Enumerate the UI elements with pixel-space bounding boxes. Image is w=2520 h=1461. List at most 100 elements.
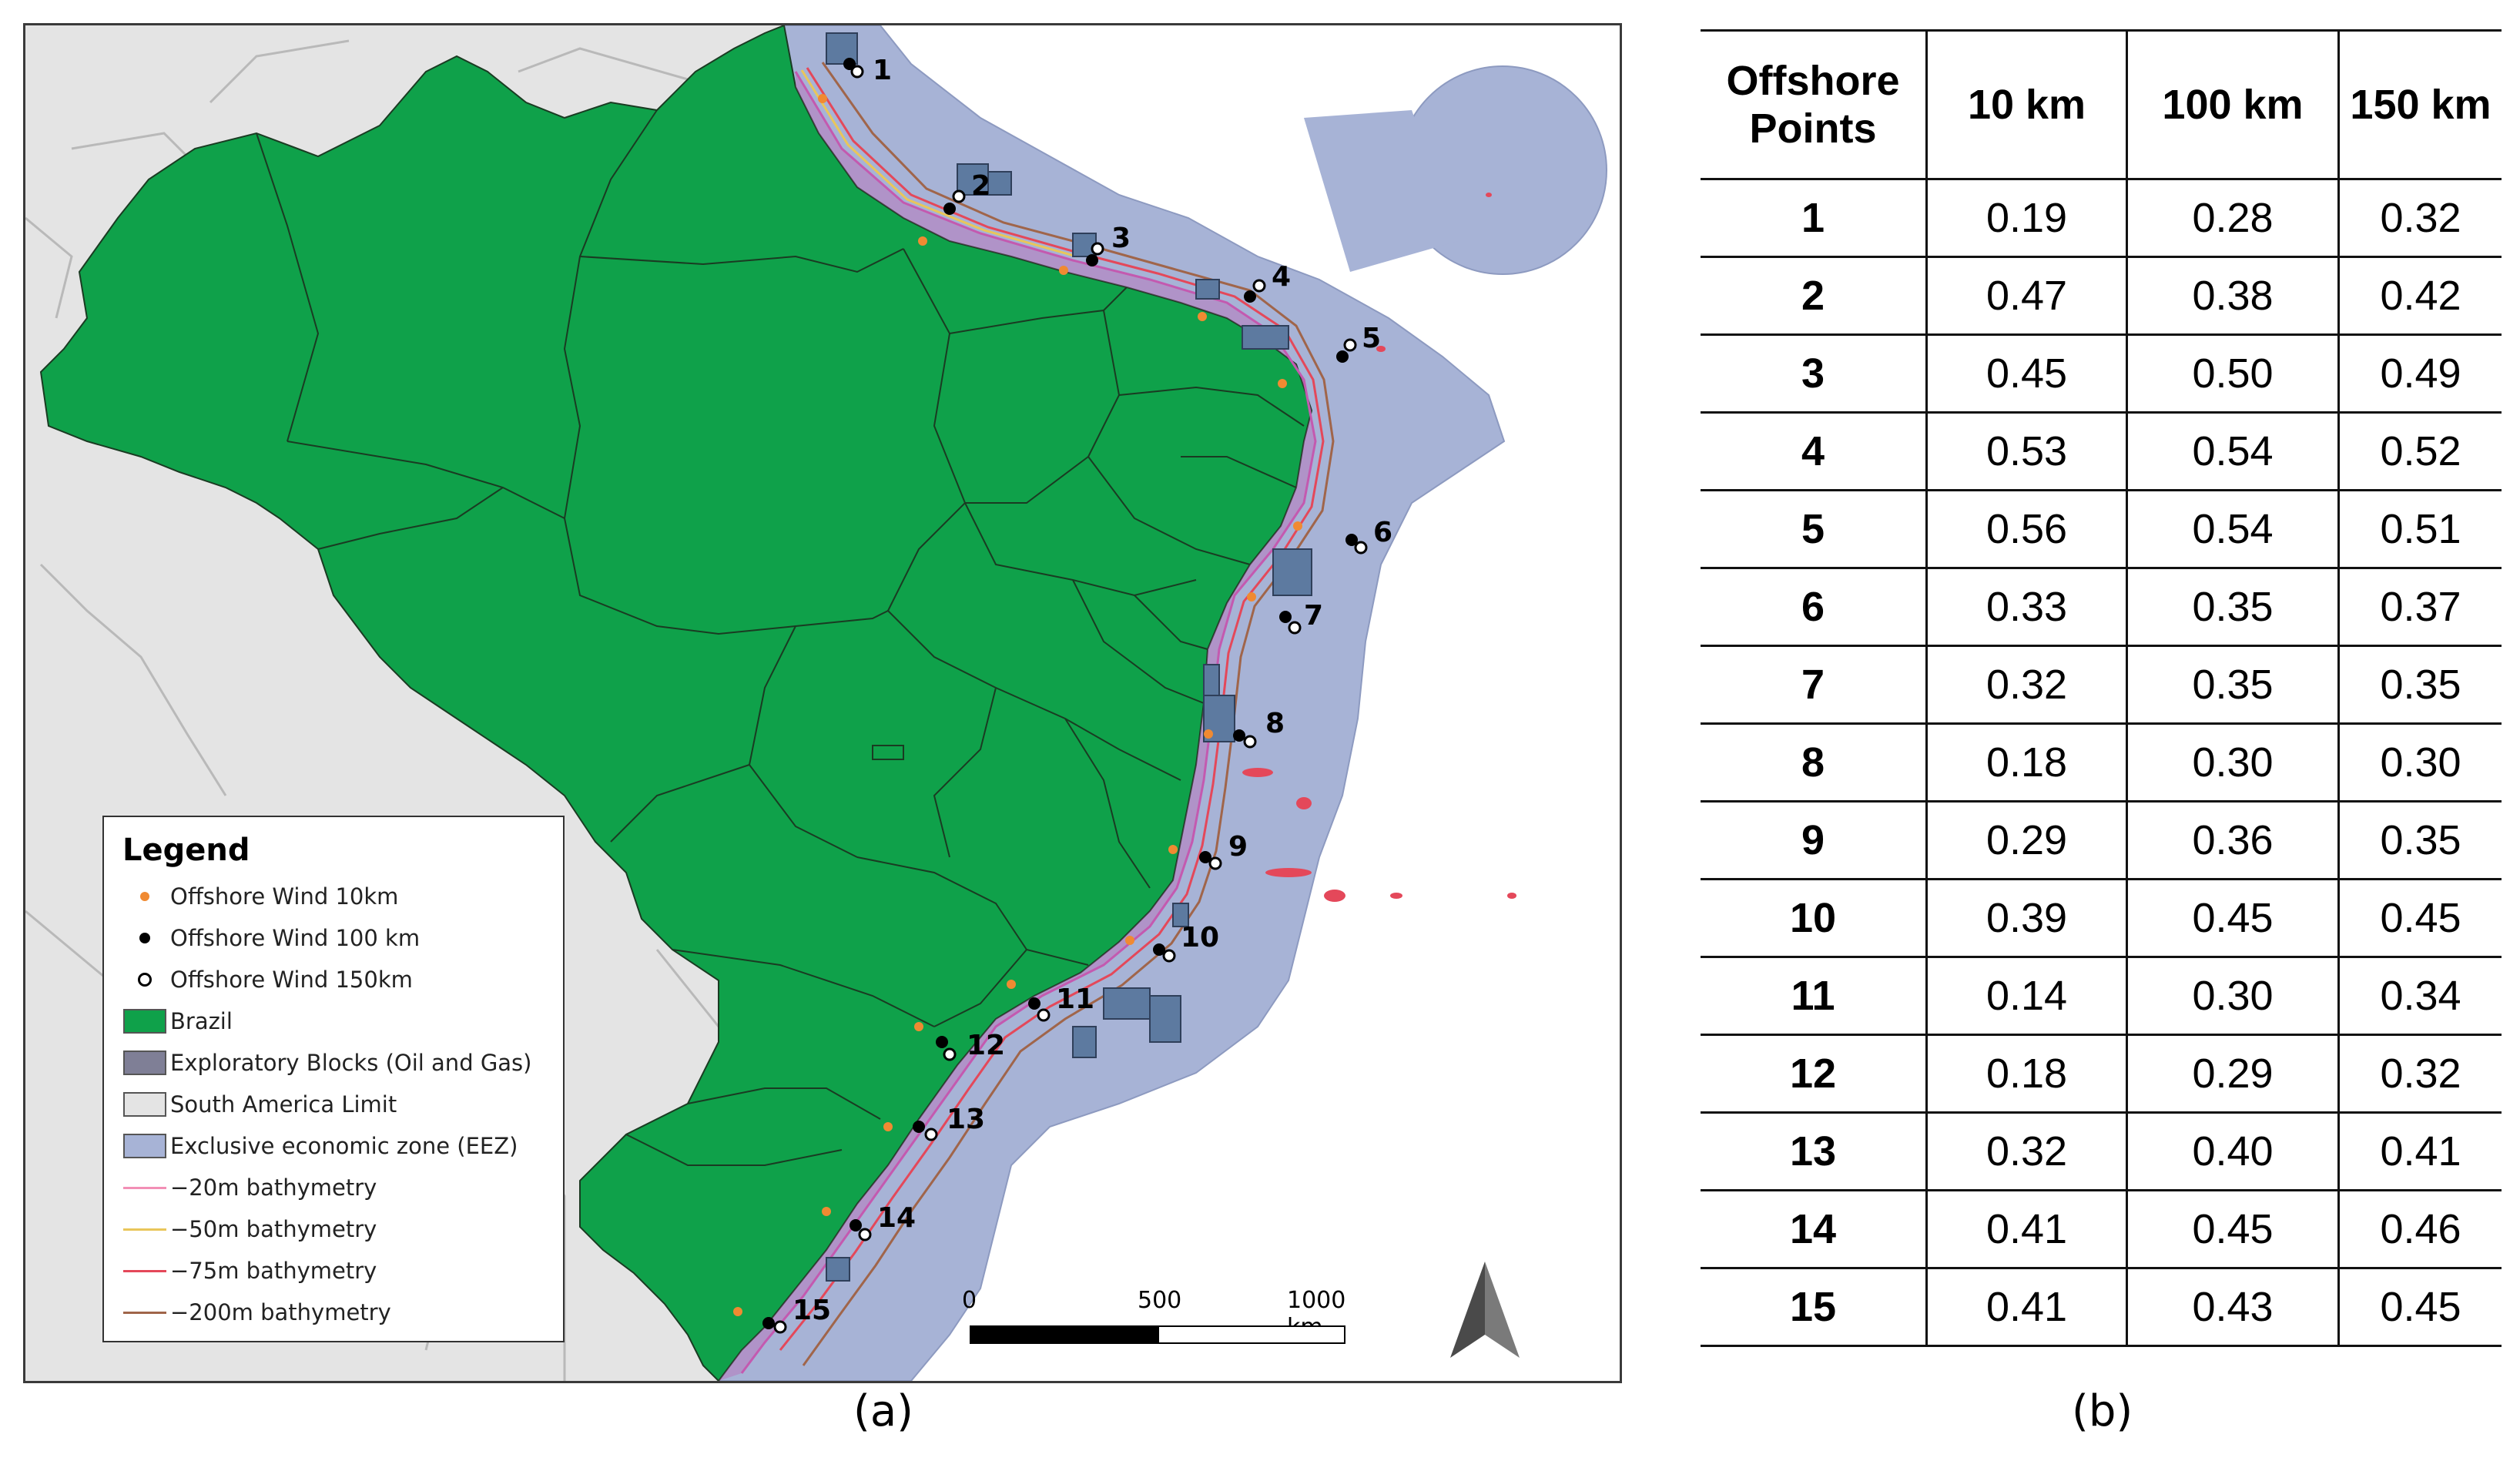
table-cell-value: 0.34 xyxy=(2337,956,2502,1036)
offshore-point-label: 1 xyxy=(873,55,892,86)
offshore-point-150km xyxy=(1343,338,1357,352)
offshore-point-label: 11 xyxy=(1056,983,1094,1015)
north-arrow-icon xyxy=(1450,1262,1520,1358)
table-row: 1 0.19 0.28 0.32 xyxy=(1701,178,2502,258)
table-cell-value: 0.52 xyxy=(2337,411,2502,491)
table-row: 13 0.32 0.40 0.41 xyxy=(1701,1111,2502,1191)
table-cell-value: 0.29 xyxy=(2126,1034,2340,1114)
table-cell-value: 0.18 xyxy=(1925,722,2128,803)
table-cell-value: 0.28 xyxy=(2126,178,2340,258)
offshore-point-150km xyxy=(1354,541,1368,555)
table-cell-value: 0.35 xyxy=(2126,645,2340,725)
legend-label: South America Limit xyxy=(170,1091,397,1118)
header-10km: 10 km xyxy=(1925,29,2128,180)
legend-item: Brazil xyxy=(119,1000,548,1042)
offshore-point-150km xyxy=(943,1047,957,1061)
offshore-point-label: 10 xyxy=(1181,922,1219,953)
offshore-points-table: Offshore Points 10 km 100 km 150 km 1 0.1… xyxy=(1701,29,2502,1347)
offshore-point-150km xyxy=(952,189,966,203)
offshore-point-10km xyxy=(914,1022,923,1031)
legend: Legend Offshore Wind 10km Offshore Wind 1… xyxy=(102,816,565,1342)
table-cell-value: 0.32 xyxy=(1925,645,2128,725)
offshore-point-100km xyxy=(1153,943,1165,956)
caption-b: (b) xyxy=(2072,1386,2133,1436)
table-cell-point: 9 xyxy=(1701,800,1928,880)
table-cell-value: 0.45 xyxy=(2126,878,2340,958)
legend-label: −200m bathymetry xyxy=(170,1299,391,1325)
offshore-point-150km xyxy=(858,1228,872,1242)
table-cell-value: 0.42 xyxy=(2337,256,2502,336)
offshore-point-10km xyxy=(1059,266,1068,275)
table-cell-point: 8 xyxy=(1701,722,1928,803)
legend-rows: Offshore Wind 10km Offshore Wind 100 km Of… xyxy=(119,876,548,1333)
results-table-panel: Offshore Points 10 km 100 km 150 km 1 0.1… xyxy=(1701,29,2502,1347)
table-row: 11 0.14 0.30 0.34 xyxy=(1701,956,2502,1036)
offshore-point-150km xyxy=(1288,621,1302,635)
table-header-row: Offshore Points 10 km 100 km 150 km xyxy=(1701,29,2502,180)
offshore-point-100km xyxy=(1345,534,1358,546)
table-row: 15 0.41 0.43 0.45 xyxy=(1701,1267,2502,1347)
legend-symbol xyxy=(119,1006,170,1037)
legend-label: −50m bathymetry xyxy=(170,1216,377,1242)
map-panel: 1 2 3 4 5 6 7 8 9 10 11 12 13 14 15 Legend Offshore Wi… xyxy=(23,23,1622,1383)
table-row: 5 0.56 0.54 0.51 xyxy=(1701,489,2502,569)
table-row: 12 0.18 0.29 0.32 xyxy=(1701,1034,2502,1114)
table-cell-value: 0.41 xyxy=(2337,1111,2502,1191)
legend-item: South America Limit xyxy=(119,1084,548,1125)
offshore-point-label: 4 xyxy=(1272,261,1291,293)
table-cell-value: 0.50 xyxy=(2126,333,2340,414)
offshore-point-10km xyxy=(1293,521,1302,531)
offshore-point-100km xyxy=(943,203,956,215)
offshore-point-10km xyxy=(822,1207,831,1216)
exploratory-blocks xyxy=(826,32,1312,1282)
legend-label: Offshore Wind 150km xyxy=(170,967,413,993)
offshore-point-100km xyxy=(1086,254,1098,266)
offshore-point-10km xyxy=(1125,936,1134,945)
legend-symbol xyxy=(119,1131,170,1161)
table-row: 8 0.18 0.30 0.30 xyxy=(1701,722,2502,803)
table-cell-value: 0.35 xyxy=(2337,645,2502,725)
table-cell-point: 1 xyxy=(1701,178,1928,258)
legend-title: Legend xyxy=(122,833,250,868)
legend-symbol xyxy=(119,964,170,995)
offshore-point-10km xyxy=(818,94,827,103)
offshore-point-label: 15 xyxy=(793,1295,831,1326)
table-row: 4 0.53 0.54 0.52 xyxy=(1701,411,2502,491)
legend-label: Offshore Wind 100 km xyxy=(170,925,421,951)
offshore-point-150km xyxy=(1091,242,1104,256)
table-cell-value: 0.53 xyxy=(1925,411,2128,491)
legend-item: Exclusive economic zone (EEZ) xyxy=(119,1125,548,1167)
offshore-point-10km xyxy=(1007,980,1016,989)
offshore-point-100km xyxy=(849,1219,862,1231)
table-cell-value: 0.30 xyxy=(2126,722,2340,803)
table-row: 14 0.41 0.45 0.46 xyxy=(1701,1189,2502,1269)
offshore-point-10km xyxy=(918,236,927,246)
header-150km: 150 km xyxy=(2337,29,2502,180)
legend-symbol xyxy=(119,1047,170,1078)
table-cell-value: 0.39 xyxy=(1925,878,2128,958)
table-cell-value: 0.35 xyxy=(2126,567,2340,647)
table-cell-point: 11 xyxy=(1701,956,1928,1036)
table-row: 9 0.29 0.36 0.35 xyxy=(1701,800,2502,880)
table-cell-value: 0.29 xyxy=(1925,800,2128,880)
table-row: 2 0.47 0.38 0.42 xyxy=(1701,256,2502,336)
table-cell-point: 6 xyxy=(1701,567,1928,647)
legend-item: Exploratory Blocks (Oil and Gas) xyxy=(119,1042,548,1084)
table-cell-value: 0.32 xyxy=(2337,178,2502,258)
offshore-point-label: 6 xyxy=(1373,517,1392,548)
offshore-point-label: 14 xyxy=(877,1202,916,1234)
offshore-point-100km xyxy=(936,1036,948,1048)
offshore-point-100km xyxy=(1233,729,1245,742)
table-cell-value: 0.56 xyxy=(1925,489,2128,569)
table-cell-value: 0.46 xyxy=(2337,1189,2502,1269)
table-cell-value: 0.40 xyxy=(2126,1111,2340,1191)
scale-label-500: 500 xyxy=(1138,1287,1182,1314)
offshore-point-10km xyxy=(1168,845,1178,854)
offshore-points xyxy=(733,58,1368,1334)
offshore-point-label: 8 xyxy=(1265,708,1285,739)
table-row: 6 0.33 0.35 0.37 xyxy=(1701,567,2502,647)
table-row: 7 0.32 0.35 0.35 xyxy=(1701,645,2502,725)
offshore-point-label: 3 xyxy=(1111,223,1131,254)
table-row: 10 0.39 0.45 0.45 xyxy=(1701,878,2502,958)
